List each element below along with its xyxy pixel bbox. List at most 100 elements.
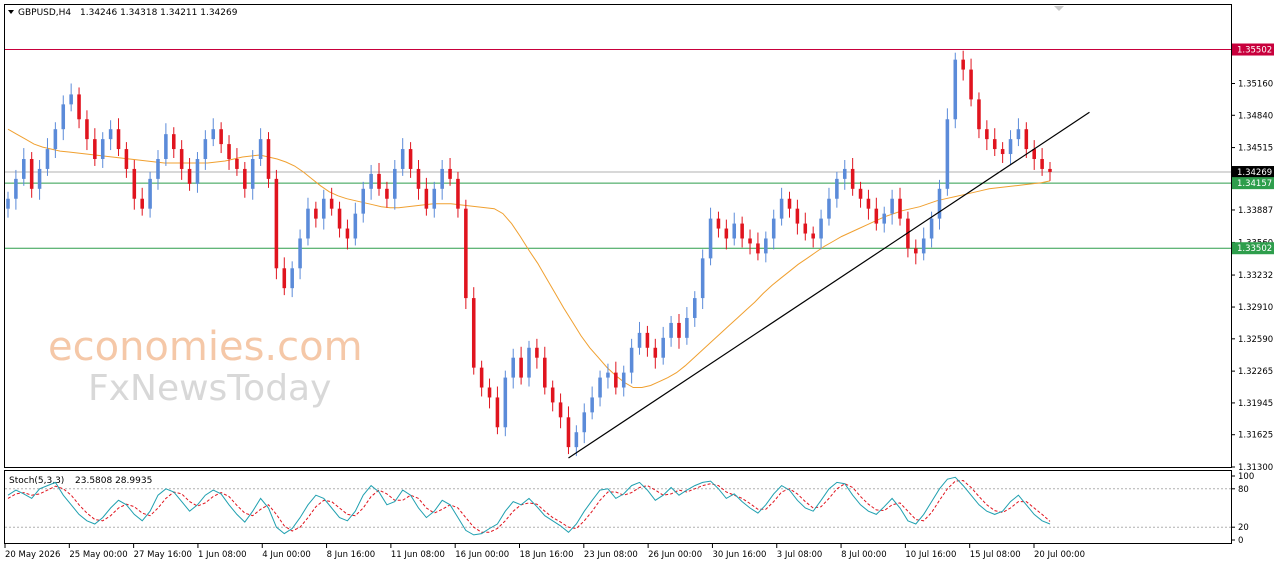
candle-body	[369, 173, 373, 189]
level-tag-resistance	[1232, 43, 1274, 56]
candle-body	[779, 198, 784, 219]
chart-header: GBPUSD,H4 1.34246 1.34318 1.34211 1.3426…	[8, 6, 1064, 18]
candle-body	[764, 238, 768, 254]
price-tick-label: 1.33232	[1238, 271, 1273, 281]
price-tick-label: 1.31945	[1238, 399, 1273, 409]
main-plot-frame	[4, 4, 1232, 468]
candle-body	[195, 159, 200, 184]
candle-body	[329, 198, 334, 209]
candle-body	[45, 149, 50, 169]
candle-body	[937, 188, 942, 219]
candle-body	[61, 104, 66, 130]
candle-body	[464, 208, 468, 299]
time-tick-label: 15 Jul 08:00	[970, 550, 1021, 560]
stoch-main-line	[7, 476, 1051, 536]
candle-body	[645, 332, 650, 348]
candles	[6, 50, 1052, 457]
stoch-tick-label: 80	[1238, 485, 1249, 495]
candle-body	[432, 188, 437, 209]
time-tick-label: 20 Jul 00:00	[1034, 550, 1085, 560]
candle-body	[898, 198, 902, 219]
candle-body	[361, 188, 366, 214]
candle-body	[795, 208, 800, 224]
candle-body	[511, 357, 515, 378]
watermark-line2: FxNewsToday	[88, 368, 331, 409]
candle-body	[408, 149, 413, 169]
candle-body	[985, 129, 989, 140]
candle-body	[85, 119, 89, 140]
candle-body	[179, 149, 184, 169]
candle-body	[306, 208, 310, 239]
candle-body	[929, 218, 934, 239]
candle-body	[100, 139, 105, 159]
candle-body	[77, 94, 81, 120]
candle-body	[803, 223, 808, 234]
time-tick-label: 8 Jul 00:00	[841, 550, 887, 560]
chart-shift-marker-icon[interactable]	[1054, 6, 1064, 11]
price-tick-label: 1.34840	[1238, 111, 1273, 121]
candle-body	[235, 159, 239, 169]
candle-body	[756, 243, 760, 254]
price-levels	[5, 49, 1231, 249]
level-tag-support	[1232, 177, 1274, 190]
candle-body	[629, 347, 634, 373]
time-tick-label: 30 Jun 16:00	[712, 550, 766, 560]
level-tag-current	[1232, 166, 1274, 179]
candle-body	[108, 129, 113, 140]
candle-body	[716, 218, 721, 229]
watermark: economies.com FxNewsToday	[48, 324, 363, 409]
candle-body	[377, 173, 381, 189]
stoch-signal-line	[7, 479, 1051, 533]
candle-body	[827, 198, 831, 219]
candle-body	[140, 198, 144, 209]
candle-body	[527, 347, 531, 378]
candle-body	[116, 129, 121, 150]
symbol-label: GBPUSD,H4	[18, 8, 71, 18]
candle-body	[258, 139, 263, 159]
candle-body	[700, 258, 705, 299]
time-tick-label: 10 Jul 16:00	[905, 550, 956, 560]
candle-body	[890, 198, 894, 214]
ascending-trendline[interactable]	[568, 111, 1090, 459]
trendline-group[interactable]	[568, 111, 1090, 459]
candle-body	[345, 228, 350, 239]
candle-body	[850, 168, 855, 189]
candle-body	[1032, 149, 1036, 159]
candle-body	[858, 188, 863, 199]
candle-body	[882, 213, 887, 224]
time-tick-label: 11 Jun 08:00	[391, 550, 445, 560]
candle-body	[874, 208, 879, 224]
candle-body	[37, 168, 42, 189]
level-tag-label: 1.34269	[1237, 168, 1272, 178]
candle-body	[250, 159, 255, 189]
candle-body	[866, 198, 871, 209]
candle-body	[637, 332, 642, 348]
candle-body	[732, 223, 737, 239]
price-tick-label: 1.35160	[1238, 79, 1273, 89]
time-tick-label: 16 Jun 00:00	[455, 550, 509, 560]
candle-body	[298, 238, 302, 269]
candle-body	[171, 134, 176, 150]
candle-body	[590, 397, 594, 413]
ohlc-label: 1.34246 1.34318 1.34211 1.34269	[80, 8, 238, 18]
candle-body	[787, 198, 792, 209]
collapse-triangle-icon[interactable]	[8, 10, 14, 14]
candle-body	[992, 139, 997, 150]
candle-body	[227, 144, 231, 159]
candle-body	[132, 168, 137, 199]
level-tag-support	[1232, 242, 1274, 255]
candle-body	[243, 168, 247, 189]
candle-body	[543, 357, 547, 388]
candle-body	[724, 228, 729, 239]
candle-body	[479, 367, 484, 388]
candle-body	[337, 208, 342, 229]
candle-body	[471, 298, 476, 368]
candle-body	[148, 178, 152, 209]
level-tag-label: 1.33502	[1237, 244, 1272, 254]
candle-body	[203, 139, 208, 159]
stoch-values: 23.5808 28.9935	[75, 476, 152, 486]
candle-body	[661, 337, 665, 358]
